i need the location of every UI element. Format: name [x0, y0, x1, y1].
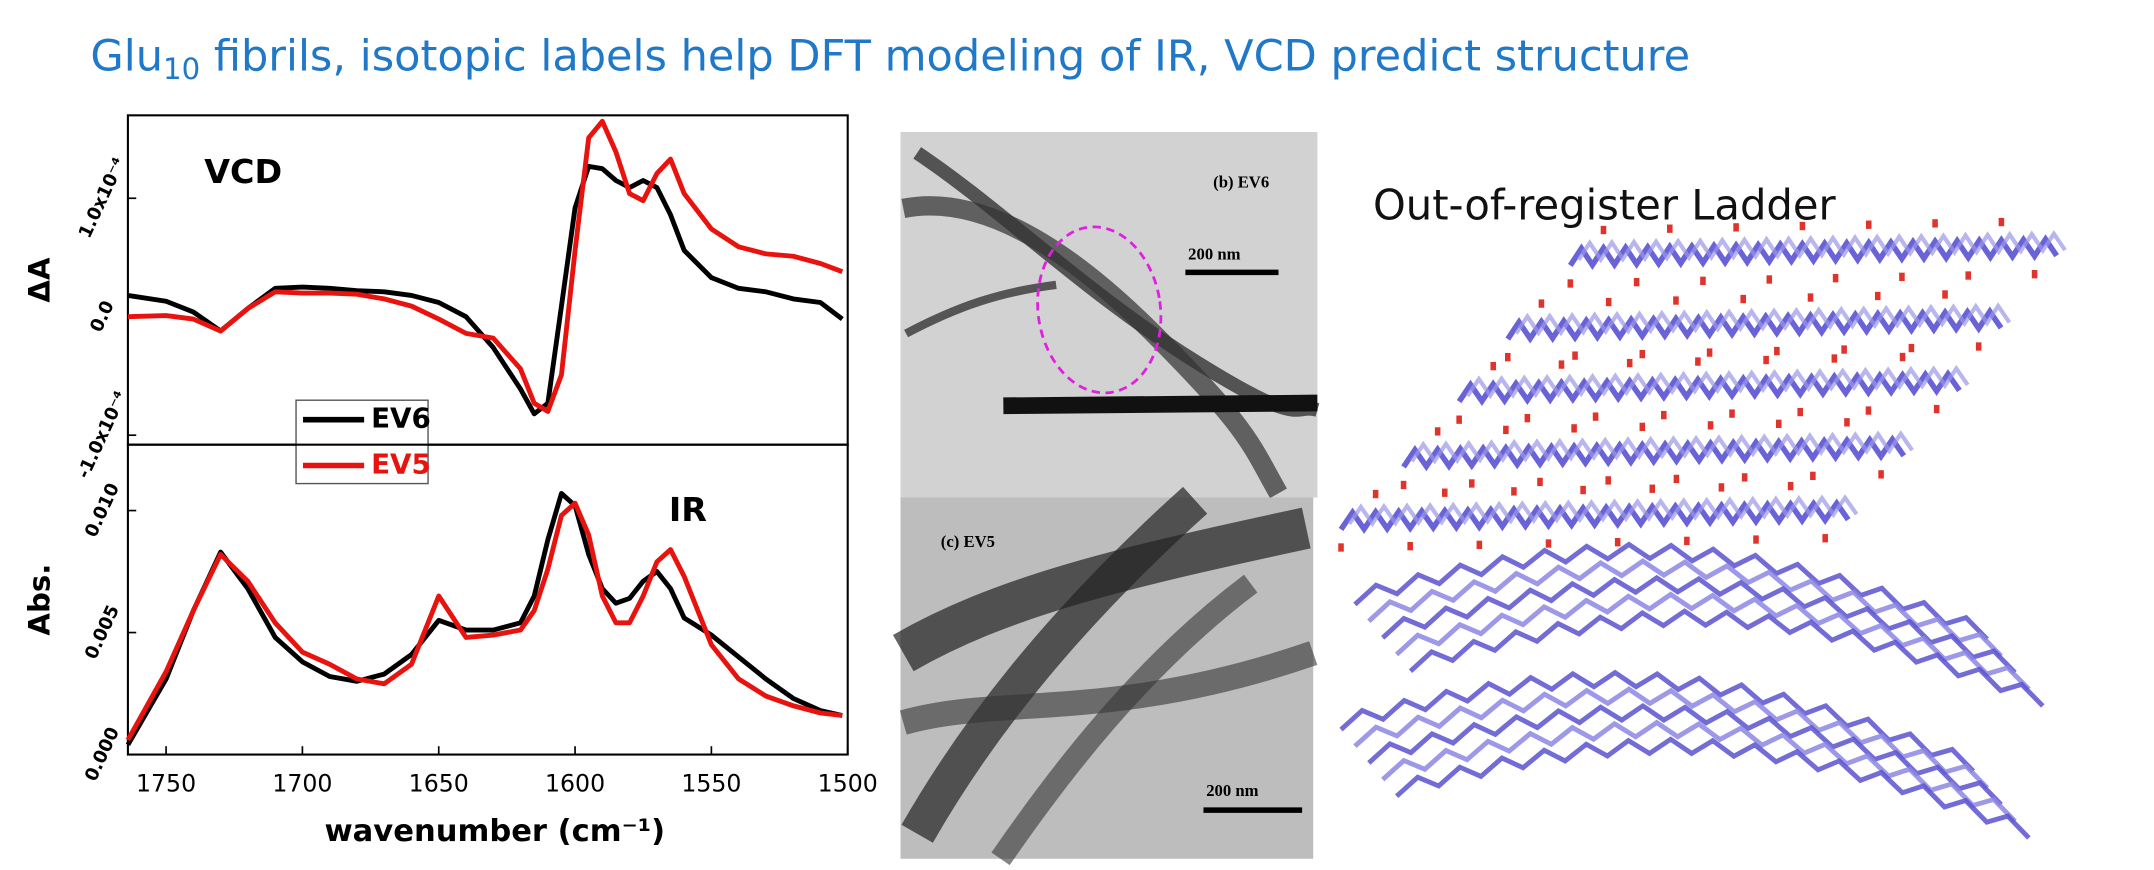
backbone: [1408, 608, 2045, 708]
x-tick-label: 1700: [272, 770, 332, 798]
slide-title: Glu10 fibrils, isotopic labels help DFT …: [90, 31, 1690, 86]
tem-scale: 200 nm: [1188, 245, 1240, 264]
backbone: [1567, 234, 2059, 271]
data-line: [125, 491, 843, 747]
backbone: [1339, 669, 1976, 773]
backbone: [1353, 541, 1989, 641]
x-axis-label: wavenumber (cm⁻¹): [324, 814, 665, 849]
x-tick-label: 1500: [818, 770, 878, 798]
tem-label: (b) EV6: [1213, 172, 1269, 191]
backbone: [1505, 306, 2004, 344]
y-tick-label: 0.005: [81, 602, 124, 663]
x-tick-label: 1600: [545, 770, 605, 798]
fibril: [991, 574, 1258, 866]
title-sub: 10: [163, 52, 200, 86]
backbone: [1394, 736, 2031, 840]
tem-label: (c) EV5: [941, 532, 995, 551]
backbone: [1465, 364, 1970, 400]
legend-label: EV6: [371, 402, 431, 435]
backbone: [1347, 494, 1859, 528]
backbone: [1338, 498, 1851, 534]
backbone: [1381, 719, 2017, 823]
backbone: [1401, 434, 1907, 472]
data-line: [125, 500, 843, 742]
chart-label: VCD: [204, 152, 282, 191]
tem-scale: 200 nm: [1206, 781, 1258, 800]
fibril: [1003, 394, 1318, 415]
data-line: [127, 163, 844, 417]
x-tick-label: 1650: [409, 770, 469, 798]
y-tick-label: 1.0x10⁻⁴: [75, 154, 130, 241]
backbone: [1367, 558, 2003, 658]
backbone: [1410, 430, 1914, 465]
legend-label: EV5: [371, 448, 431, 481]
backbone: [1353, 686, 1989, 790]
molecular-model: [1338, 217, 2067, 840]
data-line: [127, 118, 844, 414]
backbone: [1394, 591, 2031, 691]
chart-label: IR: [669, 490, 707, 529]
fibril: [901, 486, 1208, 843]
x-tick-label: 1550: [681, 770, 741, 798]
backbone: [1456, 369, 1962, 406]
backbone: [1576, 229, 2067, 264]
title-rest: fibrils, isotopic labels help DFT modeli…: [200, 31, 1690, 81]
y-axis-label: ΔA: [23, 257, 57, 303]
backbone: [1367, 702, 2003, 807]
x-tick-label: 1750: [136, 770, 196, 798]
fibril: [904, 280, 1057, 338]
fibril: [892, 507, 1311, 672]
y-tick-label: 0.010: [81, 480, 124, 541]
plot-frame: [126, 443, 849, 756]
model-label: Out-of-register Ladder: [1373, 180, 1837, 229]
fibril: [899, 641, 1318, 735]
y-axis-label: Abs.: [23, 564, 57, 636]
legend-box: [295, 399, 429, 485]
y-tick-label: -1.0x10⁻⁴: [73, 388, 132, 482]
y-tick-label: 0.000: [81, 724, 124, 785]
y-tick-label: 0.0: [86, 298, 119, 336]
backbone: [1514, 302, 2012, 337]
title-main: Glu: [90, 31, 163, 81]
tem-images: [892, 132, 1320, 866]
backbone: [1381, 574, 2017, 675]
